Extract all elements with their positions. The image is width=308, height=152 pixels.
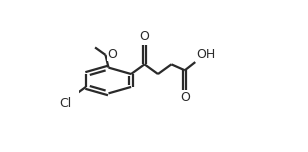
Text: O: O [107,48,117,61]
Text: Cl: Cl [59,97,72,110]
Text: O: O [140,30,149,43]
Text: OH: OH [196,48,215,61]
Text: O: O [180,91,190,104]
